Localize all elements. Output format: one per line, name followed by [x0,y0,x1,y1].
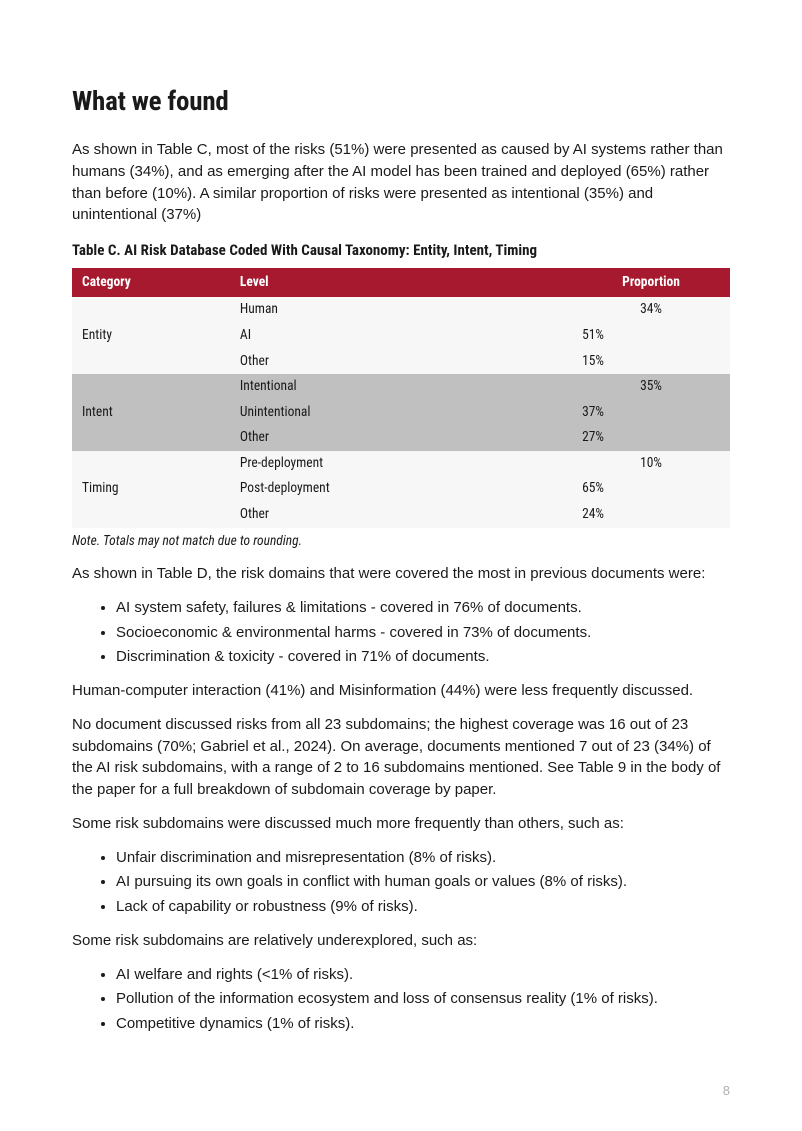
top-domains-list: AI system safety, failures & limitations… [72,597,730,668]
cell-level: Unintentional [230,400,572,426]
cell-category: Timing [72,451,230,528]
cell-proportion: 27% [572,425,730,451]
cell-proportion: 15% [572,349,730,375]
cell-category: Intent [72,374,230,451]
cell-proportion: 34% [572,297,730,323]
cell-proportion: 65% [572,476,730,502]
table-note: Note. Totals may not match due to roundi… [72,532,730,552]
cell-level: AI [230,323,572,349]
cell-level: Post-deployment [230,476,572,502]
cell-proportion: 24% [572,502,730,528]
cell-level: Other [230,502,572,528]
under-list: AI welfare and rights (<1% of risks).Pol… [72,964,730,1035]
cell-proportion: 10% [572,451,730,477]
document-page: What we found As shown in Table C, most … [0,0,802,1131]
table-header-row: Category Level Proportion [72,268,730,298]
coverage-paragraph: No document discussed risks from all 23 … [72,714,730,801]
list-item: Competitive dynamics (1% of risks). [116,1013,730,1035]
list-item: AI welfare and rights (<1% of risks). [116,964,730,986]
page-heading: What we found [72,82,730,121]
table-row: IntentIntentional35% [72,374,730,400]
table-row: EntityHuman34% [72,297,730,323]
table-d-intro: As shown in Table D, the risk domains th… [72,563,730,585]
col-proportion: Proportion [572,268,730,298]
list-item: AI system safety, failures & limitations… [116,597,730,619]
page-number: 8 [723,1082,730,1101]
cell-category: Entity [72,297,230,374]
list-item: Socioeconomic & environmental harms - co… [116,622,730,644]
table-title: Table C. AI Risk Database Coded With Cau… [72,240,730,262]
cell-level: Other [230,425,572,451]
list-item: Discrimination & toxicity - covered in 7… [116,646,730,668]
cell-proportion: 51% [572,323,730,349]
risk-taxonomy-table: Category Level Proportion EntityHuman34%… [72,268,730,528]
cell-proportion: 35% [572,374,730,400]
intro-paragraph: As shown in Table C, most of the risks (… [72,139,730,226]
frequent-intro: Some risk subdomains were discussed much… [72,813,730,835]
cell-level: Intentional [230,374,572,400]
cell-proportion: 37% [572,400,730,426]
list-item: AI pursuing its own goals in conflict wi… [116,871,730,893]
list-item: Lack of capability or robustness (9% of … [116,896,730,918]
table-row: TimingPre-deployment10% [72,451,730,477]
table-body: EntityHuman34%AI51%Other15%IntentIntenti… [72,297,730,527]
cell-level: Human [230,297,572,323]
list-item: Pollution of the information ecosystem a… [116,988,730,1010]
list-item: Unfair discrimination and misrepresentat… [116,847,730,869]
col-level: Level [230,268,572,298]
cell-level: Pre-deployment [230,451,572,477]
cell-level: Other [230,349,572,375]
col-category: Category [72,268,230,298]
under-intro: Some risk subdomains are relatively unde… [72,930,730,952]
frequent-list: Unfair discrimination and misrepresentat… [72,847,730,918]
hci-paragraph: Human-computer interaction (41%) and Mis… [72,680,730,702]
